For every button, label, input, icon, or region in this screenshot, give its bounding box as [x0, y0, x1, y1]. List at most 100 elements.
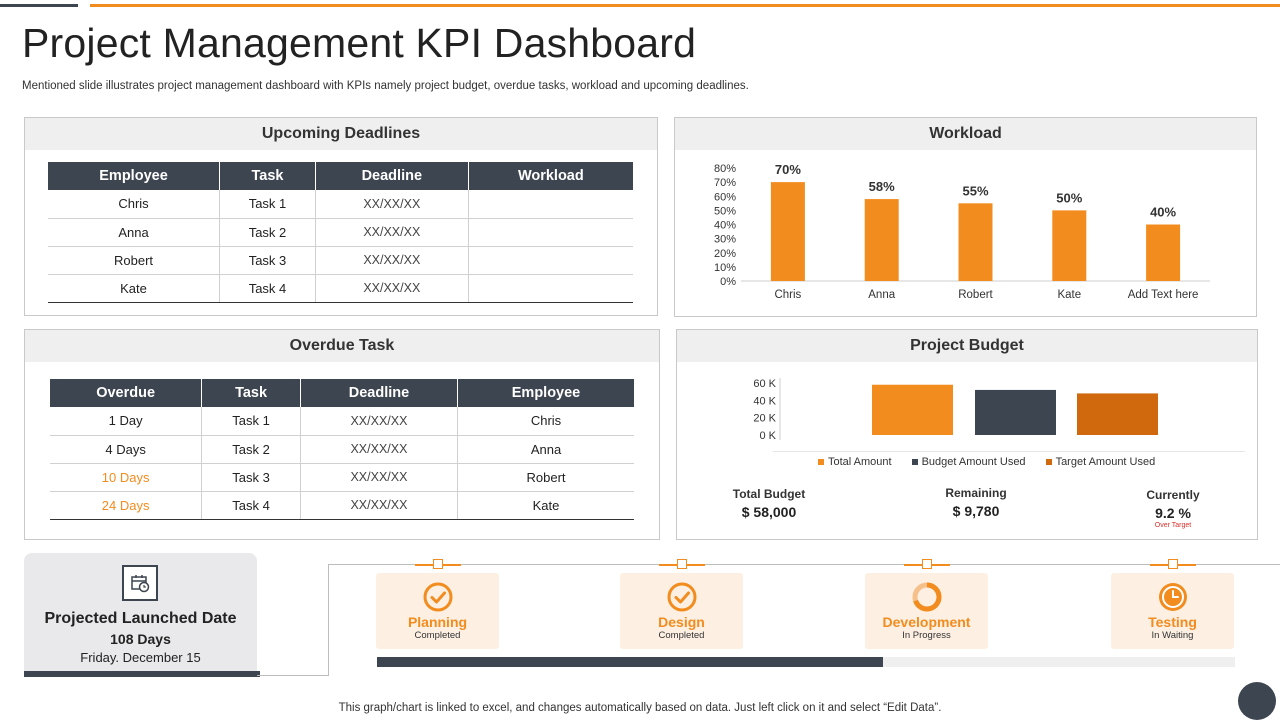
column-header-deadline: Deadline — [299, 379, 458, 407]
remaining-label: Remaining — [945, 486, 1007, 500]
stage-name: Design — [658, 614, 705, 630]
employee-cell: Kate — [48, 274, 220, 303]
data-label: 50% — [1056, 190, 1082, 205]
deadline-cell: XX/XX/XX — [299, 491, 458, 520]
y-tick-label: 40 K — [753, 395, 776, 407]
clock-icon — [1159, 583, 1187, 611]
top-accent-orange — [90, 4, 1280, 7]
legend-label: Budget Amount Used — [921, 456, 1026, 468]
corner-decoration — [1238, 682, 1276, 720]
workload-cell — [467, 218, 633, 247]
overdue-task-title: Overdue Task — [25, 330, 659, 362]
table-row: 4 Days Task 2 XX/XX/XX Anna — [50, 435, 634, 464]
currently-value: 9.2 % — [1155, 505, 1191, 521]
task-cell: Task 4 — [219, 274, 316, 303]
deadline-cell: XX/XX/XX — [314, 218, 469, 247]
launch-days: 108 Days — [110, 631, 171, 647]
total-budget-label: Total Budget — [732, 487, 806, 501]
deadline-cell: XX/XX/XX — [314, 190, 469, 219]
y-tick-label: 30% — [714, 234, 736, 246]
y-tick-label: 0 K — [759, 430, 776, 442]
legend-swatch — [1045, 459, 1052, 465]
deadline-cell: XX/XX/XX — [299, 463, 458, 492]
y-tick-label: 70% — [714, 177, 736, 189]
stage-testing: Testing In Waiting — [1111, 573, 1234, 649]
task-cell: Task 2 — [201, 435, 301, 464]
timeline-progress-track — [377, 657, 1235, 667]
y-tick-label: 50% — [714, 205, 736, 217]
legend-label: Total Amount — [828, 456, 892, 468]
stage-marker — [904, 559, 950, 571]
data-label: 70% — [775, 162, 801, 177]
budget-bar — [872, 384, 953, 435]
progress-ring-icon — [912, 582, 942, 612]
table-row: Robert Task 3 XX/XX/XX — [48, 246, 633, 275]
stage-design: Design Completed — [620, 573, 743, 649]
x-tick-label: Chris — [774, 289, 801, 301]
y-tick-label: 10% — [714, 262, 736, 274]
upcoming-deadlines-title: Upcoming Deadlines — [25, 118, 657, 150]
remaining-stat: Remaining $ 9,780 — [916, 486, 1036, 519]
overdue-cell: 1 Day — [50, 407, 202, 436]
data-label: 55% — [962, 183, 988, 198]
column-header-employee: Employee — [457, 379, 634, 407]
x-tick-label: Kate — [1057, 289, 1081, 301]
budget-chart: 0 K 20 K 40 K 60 K — [753, 378, 1245, 452]
task-cell: Task 4 — [201, 491, 301, 520]
legend-item-total-amount: Total Amount — [818, 456, 892, 468]
top-accent-dark — [0, 4, 78, 7]
task-cell: Task 3 — [201, 463, 301, 492]
workload-bar — [1052, 210, 1087, 281]
table-row: Anna Task 2 XX/XX/XX — [48, 218, 633, 247]
remaining-value: $ 9,780 — [952, 503, 1000, 519]
calendar-clock-icon — [131, 575, 150, 593]
table-row: 10 Days Task 3 XX/XX/XX Robert — [50, 463, 634, 492]
data-label: 58% — [869, 179, 895, 194]
workload-bar — [958, 203, 993, 281]
page-title: Project Management KPI Dashboard — [22, 20, 697, 66]
workload-title: Workload — [675, 118, 1256, 150]
stage-name: Development — [882, 614, 971, 630]
launch-calendar-icon — [122, 565, 158, 601]
upcoming-deadlines-table: Employee Task Deadline Workload Chris Ta… — [48, 162, 633, 303]
deadline-cell: XX/XX/XX — [299, 407, 458, 436]
table-row: Chris Task 1 XX/XX/XX — [48, 190, 633, 219]
legend-swatch — [911, 459, 918, 465]
overdue-cell: 10 Days — [50, 463, 202, 492]
data-label: 40% — [1150, 205, 1176, 220]
deadline-cell: XX/XX/XX — [299, 435, 458, 464]
launch-date: Friday. December 15 — [80, 650, 201, 665]
employee-cell: Chris — [48, 190, 220, 219]
stage-marker — [415, 559, 461, 571]
workload-bar — [770, 182, 805, 281]
column-header-task: Task — [219, 162, 316, 190]
column-header-task: Task — [201, 379, 301, 407]
y-tick-label: 60% — [714, 191, 736, 203]
employee-cell: Robert — [457, 463, 634, 492]
project-budget-title: Project Budget — [677, 330, 1257, 362]
x-tick-label: Anna — [868, 289, 895, 301]
employee-cell: Anna — [457, 435, 634, 464]
y-tick-label: 80% — [714, 163, 736, 175]
task-cell: Task 2 — [219, 218, 316, 247]
launch-card-underline — [24, 671, 260, 677]
page-subtitle: Mentioned slide illustrates project mana… — [22, 80, 749, 92]
overdue-task-table: Overdue Task Deadline Employee 1 Day Tas… — [50, 379, 634, 520]
column-header-deadline: Deadline — [314, 162, 469, 190]
legend-item-budget-used: Budget Amount Used — [911, 456, 1026, 468]
y-tick-label: 60 K — [753, 378, 776, 390]
total-budget-value: $ 58,000 — [741, 504, 797, 520]
timeline-connector — [257, 675, 329, 676]
y-tick-label: 0% — [720, 276, 736, 288]
x-tick-label: Robert — [958, 289, 993, 301]
currently-stat: Currently 9.2 % Over Target — [1113, 488, 1233, 529]
y-tick-label: 20% — [714, 248, 736, 260]
employee-cell: Robert — [48, 246, 220, 275]
employee-cell: Chris — [457, 407, 634, 436]
x-tick-label: Add Text here — [1128, 289, 1199, 301]
column-header-employee: Employee — [48, 162, 220, 190]
stage-status: In Progress — [902, 630, 951, 641]
timeline-progress-fill — [377, 657, 884, 667]
workload-bar — [864, 199, 899, 281]
y-tick-label: 20 K — [753, 413, 776, 425]
